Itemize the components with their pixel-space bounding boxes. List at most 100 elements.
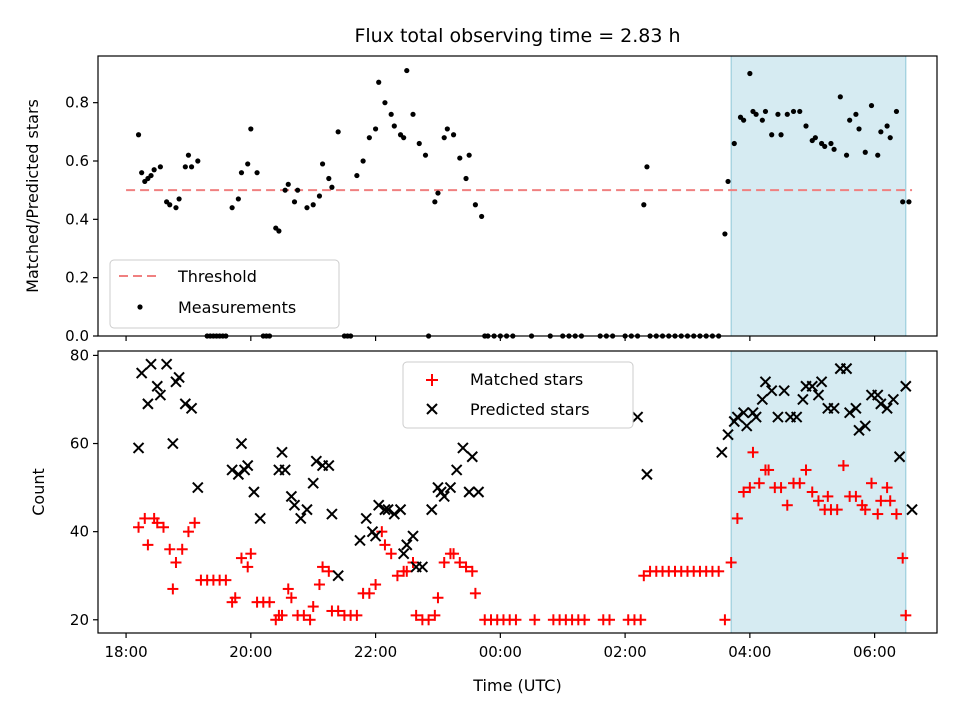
- matched-star-point: [307, 601, 319, 613]
- measurement-point: [472, 202, 478, 208]
- matched-star-point: [725, 557, 737, 568]
- bottom-y-ticks: 20 40 60 80: [70, 346, 98, 629]
- measurement-point: [354, 172, 360, 179]
- matched-star-point: [806, 486, 818, 498]
- measurement-point: [432, 199, 438, 205]
- bottom-legend: Matched stars Predicted stars: [402, 361, 634, 429]
- matched-star-point: [448, 548, 460, 560]
- measurement-point: [884, 123, 890, 129]
- measurement-point: [762, 108, 769, 115]
- matched-star-point: [469, 587, 481, 599]
- matched-star-point: [363, 587, 375, 599]
- matched-star-point: [800, 464, 812, 476]
- predicted-star-point: [382, 503, 394, 516]
- matched-star-point: [812, 495, 824, 507]
- predicted-star-point: [407, 530, 419, 542]
- matched-star-point: [317, 561, 329, 573]
- predicted-star-point: [731, 411, 744, 423]
- legend-matched-label: Matched stars: [470, 370, 583, 389]
- measurement-point: [725, 178, 731, 185]
- measurement-point: [790, 108, 797, 115]
- measurement-point: [457, 155, 463, 161]
- x-tick-label: 20:00: [229, 643, 272, 661]
- predicted-star-point: [276, 446, 288, 459]
- y-tick-label: 80: [70, 346, 89, 364]
- measurement-point: [753, 111, 759, 117]
- matched-star-point: [220, 574, 232, 586]
- matched-stars-points: [133, 446, 912, 626]
- measurement-points: [135, 67, 912, 339]
- measurement-point: [167, 202, 173, 208]
- predicted-star-point: [388, 508, 401, 520]
- measurement-point: [784, 111, 790, 117]
- measurement-point: [176, 196, 182, 202]
- predicted-star-point: [759, 376, 772, 388]
- measurement-point: [229, 205, 235, 211]
- predicted-star-point: [426, 503, 438, 516]
- measurement-point: [316, 193, 323, 199]
- predicted-star-point: [369, 530, 382, 542]
- measurement-point: [775, 111, 781, 117]
- matched-star-point: [731, 512, 743, 524]
- matched-star-point: [850, 490, 862, 502]
- measurement-point: [822, 143, 828, 150]
- predicted-star-point: [354, 534, 366, 547]
- predicted-star-point: [132, 442, 145, 454]
- predicted-star-point: [379, 503, 391, 516]
- y-tick-label: 0.8: [65, 94, 89, 112]
- matched-star-point: [229, 592, 241, 604]
- y-tick-label: 20: [70, 611, 89, 629]
- measurement-point: [282, 187, 288, 193]
- top-shaded-region: [730, 55, 907, 337]
- matched-star-point: [376, 526, 388, 538]
- matched-star-point: [304, 614, 316, 626]
- measurement-point: [769, 132, 775, 138]
- matched-star-point: [454, 557, 466, 568]
- measurement-point: [847, 117, 853, 123]
- bottom-axes-frame: [97, 350, 938, 634]
- predicted-star-point: [840, 362, 853, 375]
- matched-star-point: [142, 539, 154, 551]
- legend-matched-swatch: [426, 374, 438, 386]
- legend-measurements-label: Measurements: [178, 298, 296, 317]
- measurement-point: [868, 102, 875, 109]
- matched-star-point: [133, 521, 145, 533]
- matched-star-point: [423, 614, 435, 626]
- measurement-point: [812, 135, 818, 141]
- matched-star-point: [866, 477, 878, 489]
- matched-star-point: [466, 565, 478, 577]
- matched-star-point: [245, 548, 257, 560]
- matched-star-point: [713, 565, 725, 577]
- predicted-star-point: [295, 512, 307, 525]
- matched-star-point: [176, 543, 188, 555]
- predicted-star-point: [310, 455, 323, 467]
- measurement-point: [778, 132, 784, 138]
- predicted-star-point: [893, 451, 906, 463]
- predicted-star-point: [226, 464, 238, 476]
- matched-star-point: [151, 517, 163, 529]
- measurement-point: [893, 108, 900, 115]
- measurement-point: [310, 202, 316, 208]
- predicted-star-point: [466, 451, 478, 463]
- predicted-star-point: [741, 420, 753, 432]
- matched-star-point: [298, 609, 310, 621]
- measurement-point: [382, 100, 388, 106]
- matched-star-point: [391, 570, 403, 582]
- matched-star-point: [822, 490, 834, 502]
- y-tick-label: 0.6: [65, 152, 89, 170]
- predicted-star-point: [232, 468, 245, 481]
- measurement-point: [878, 129, 884, 135]
- matched-star-point: [282, 583, 294, 595]
- predicted-star-point: [850, 402, 862, 414]
- x-tick-label: 00:00: [479, 643, 522, 661]
- measurement-point: [248, 126, 254, 132]
- matched-star-point: [242, 561, 254, 573]
- matched-star-point: [884, 495, 896, 507]
- predicted-star-point: [797, 393, 809, 406]
- measurement-point: [139, 170, 145, 176]
- predicted-star-point: [279, 464, 291, 476]
- predicted-star-point: [135, 367, 148, 379]
- matched-star-point: [170, 557, 182, 568]
- predicted-star-point: [192, 481, 204, 494]
- measurement-point: [831, 146, 837, 152]
